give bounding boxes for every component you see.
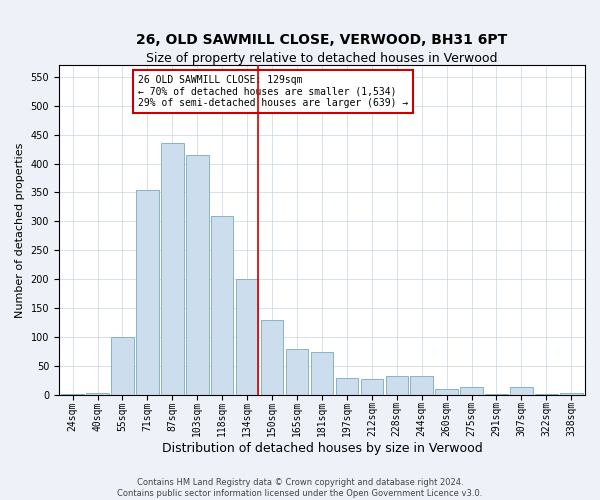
Bar <box>311 352 333 395</box>
Bar <box>161 144 184 395</box>
Title: Size of property relative to detached houses in Verwood: Size of property relative to detached ho… <box>146 52 498 65</box>
Bar <box>361 378 383 395</box>
Bar <box>335 378 358 395</box>
Bar <box>560 392 583 395</box>
Bar <box>111 337 134 395</box>
Bar <box>410 376 433 395</box>
Bar <box>211 216 233 395</box>
Bar <box>510 388 533 395</box>
Bar <box>436 389 458 395</box>
Bar <box>485 394 508 395</box>
Text: Contains HM Land Registry data © Crown copyright and database right 2024.
Contai: Contains HM Land Registry data © Crown c… <box>118 478 482 498</box>
Bar <box>136 190 158 395</box>
X-axis label: Distribution of detached houses by size in Verwood: Distribution of detached houses by size … <box>161 442 482 455</box>
Bar <box>186 155 209 395</box>
Text: 26, OLD SAWMILL CLOSE, VERWOOD, BH31 6PT: 26, OLD SAWMILL CLOSE, VERWOOD, BH31 6PT <box>136 33 508 47</box>
Bar <box>386 376 408 395</box>
Bar <box>286 348 308 395</box>
Y-axis label: Number of detached properties: Number of detached properties <box>15 142 25 318</box>
Bar <box>236 279 259 395</box>
Text: 26 OLD SAWMILL CLOSE: 129sqm
← 70% of detached houses are smaller (1,534)
29% of: 26 OLD SAWMILL CLOSE: 129sqm ← 70% of de… <box>138 75 408 108</box>
Bar <box>460 388 483 395</box>
Bar <box>261 320 283 395</box>
Bar <box>535 394 557 395</box>
Bar <box>61 394 84 395</box>
Bar <box>86 392 109 395</box>
